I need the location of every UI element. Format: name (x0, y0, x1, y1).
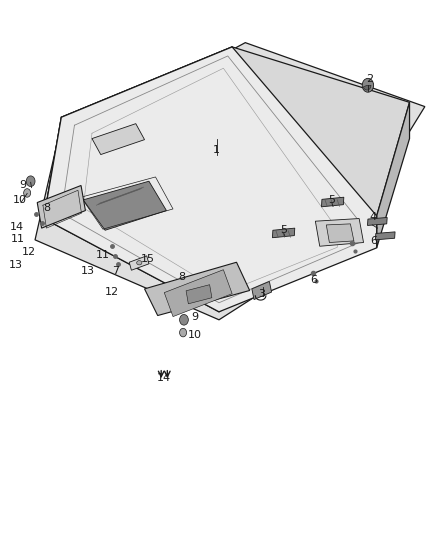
Circle shape (180, 314, 188, 325)
Text: 9: 9 (19, 181, 26, 190)
Text: 8: 8 (44, 203, 51, 213)
Text: 9: 9 (191, 312, 198, 322)
Text: 4: 4 (370, 213, 377, 222)
Polygon shape (129, 256, 149, 270)
Text: 11: 11 (11, 234, 25, 244)
Polygon shape (92, 124, 145, 155)
Text: 6: 6 (370, 237, 377, 246)
Polygon shape (252, 281, 272, 300)
Text: 12: 12 (21, 247, 35, 257)
Text: 5: 5 (328, 195, 336, 205)
Text: 6: 6 (311, 275, 318, 285)
Polygon shape (272, 228, 295, 238)
Circle shape (362, 78, 374, 92)
Polygon shape (44, 47, 377, 312)
Ellipse shape (137, 261, 142, 265)
Polygon shape (367, 217, 387, 225)
Text: 2: 2 (367, 74, 374, 84)
Text: 8: 8 (178, 272, 185, 282)
Circle shape (26, 176, 35, 187)
Text: 13: 13 (81, 266, 95, 276)
Text: 15: 15 (141, 254, 155, 263)
Text: 13: 13 (8, 261, 22, 270)
Polygon shape (164, 270, 232, 317)
Polygon shape (35, 43, 425, 320)
Polygon shape (44, 47, 410, 312)
Polygon shape (37, 185, 85, 228)
Text: 14: 14 (157, 374, 171, 383)
Circle shape (24, 189, 31, 197)
Wedge shape (364, 85, 371, 90)
Polygon shape (44, 47, 232, 219)
Polygon shape (377, 102, 410, 248)
Text: 10: 10 (188, 330, 202, 340)
Circle shape (180, 328, 187, 337)
Text: 14: 14 (10, 222, 24, 231)
Text: 10: 10 (13, 196, 27, 205)
Bar (186, 285, 212, 304)
Text: 5: 5 (280, 225, 287, 235)
Text: 7: 7 (112, 266, 119, 276)
Text: 1: 1 (213, 146, 220, 155)
Polygon shape (321, 197, 344, 207)
Polygon shape (315, 219, 364, 246)
Text: 3: 3 (258, 289, 265, 299)
Text: 11: 11 (96, 250, 110, 260)
Polygon shape (375, 232, 395, 240)
Text: 12: 12 (105, 287, 119, 297)
Polygon shape (326, 224, 354, 243)
Polygon shape (145, 262, 250, 316)
Polygon shape (83, 181, 166, 230)
